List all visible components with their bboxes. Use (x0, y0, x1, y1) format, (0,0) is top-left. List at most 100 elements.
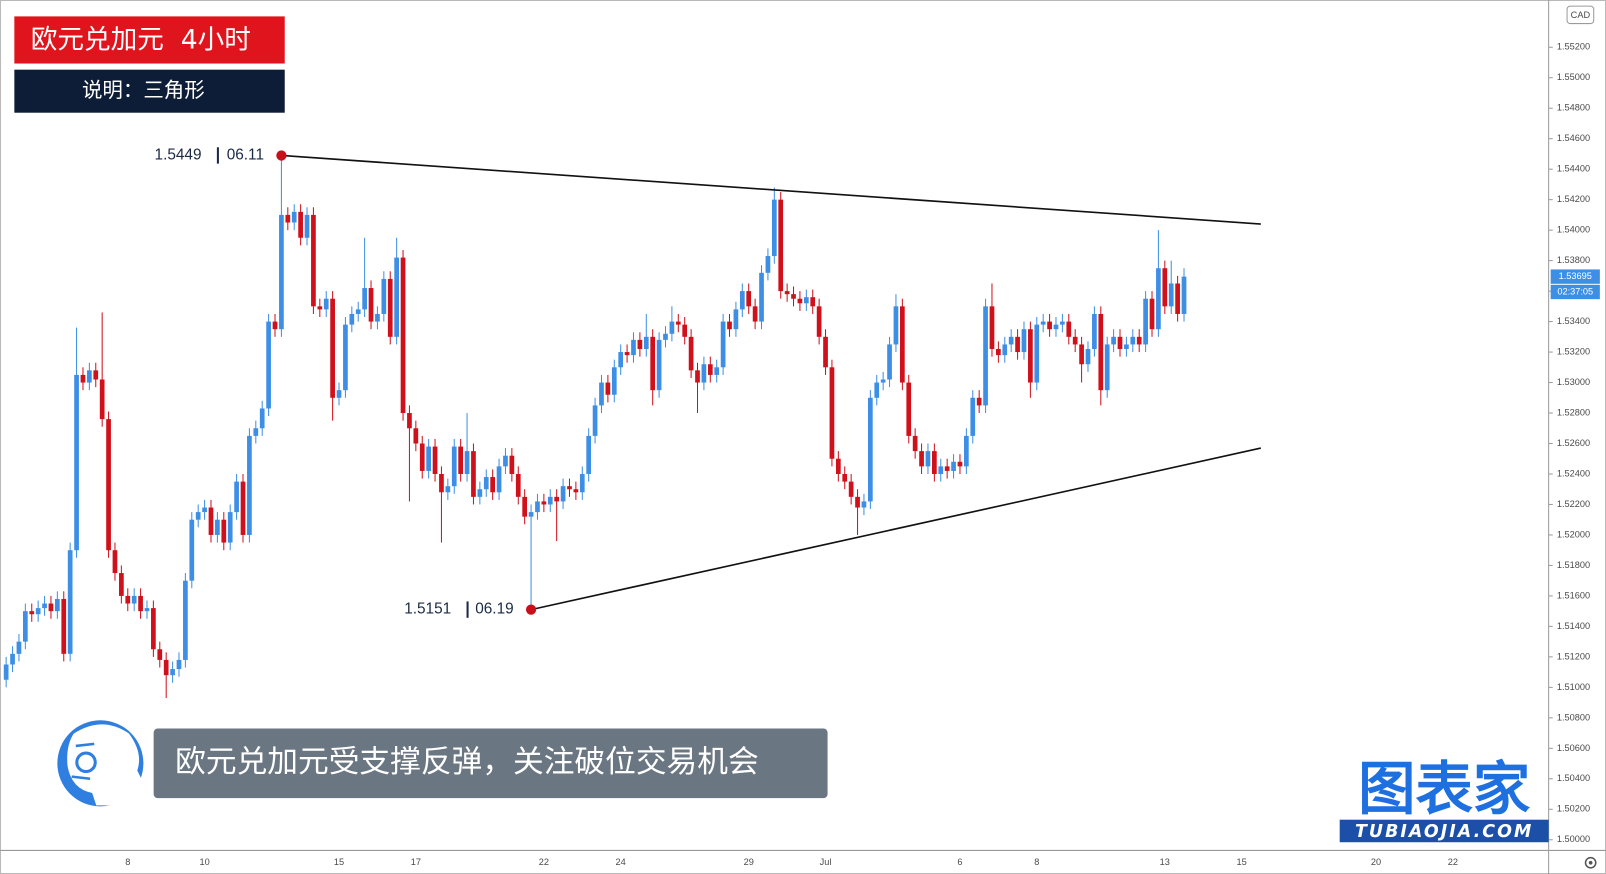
candle-body (1072, 336, 1078, 345)
x-tick-label: 15 (334, 857, 344, 867)
candle-body (61, 598, 67, 654)
candle-body (1149, 298, 1155, 330)
plot: 1.50000 1.50200 1.50400 1.50600 1.50800 1.510… (3, 42, 1600, 867)
candle-body (93, 370, 99, 380)
candle-body (458, 446, 464, 474)
candle-body (1015, 336, 1020, 353)
candle-body (119, 573, 124, 596)
candle-body (1047, 321, 1052, 330)
candle-body (413, 428, 419, 444)
candle-body (227, 512, 233, 543)
candle-body (823, 336, 828, 368)
candle-body (99, 379, 105, 420)
candle-body (16, 641, 22, 654)
candle-body (163, 659, 169, 676)
logo-icon (57, 720, 146, 807)
x-tick-label: 6 (957, 857, 962, 867)
x-tick-label: 29 (744, 857, 754, 867)
candle-body (573, 489, 579, 493)
candle-body (932, 451, 937, 474)
y-tick-label: 1.52200 (1557, 499, 1590, 509)
candle-body (944, 466, 950, 471)
candle-body (586, 435, 592, 474)
y-tick-label: 1.53800 (1557, 255, 1590, 265)
y-tick-label: 1.51400 (1557, 621, 1590, 631)
candle-body (477, 489, 483, 497)
candle-body (381, 278, 387, 314)
candle-body (765, 256, 771, 273)
candle-body (874, 382, 880, 398)
candle-body (1111, 336, 1116, 345)
candle-body (240, 481, 246, 535)
candle-body (464, 451, 470, 474)
currency: CAD (1571, 10, 1591, 20)
y-tick-label: 1.51000 (1557, 682, 1590, 692)
candle-body (387, 278, 393, 337)
candle-body (1021, 329, 1027, 353)
candle-body (304, 214, 310, 238)
candle-body (35, 608, 41, 615)
x-tick-label: 8 (125, 857, 130, 867)
candle-body (1156, 268, 1161, 330)
y-tick-label: 1.54400 (1557, 164, 1590, 174)
candle-body (375, 313, 380, 322)
candle-body (490, 477, 496, 493)
annotation-point (525, 604, 537, 615)
candle-body (701, 364, 707, 383)
logo-url: TUBIAOJIA.COM (1355, 822, 1533, 842)
candle-body (157, 649, 163, 660)
candle-body (183, 580, 188, 660)
candle-body (208, 507, 214, 535)
candle-body (285, 214, 291, 223)
candle-body (202, 507, 207, 513)
candle-body (3, 664, 9, 680)
logo-bar (1339, 819, 1549, 843)
y-tick-label: 1.53200 (1557, 346, 1590, 356)
candle-body (829, 367, 835, 459)
x-tick-label: 20 (1371, 857, 1381, 867)
candle-body (861, 501, 867, 508)
candle-body (752, 306, 758, 322)
candle-body (1066, 321, 1072, 337)
candle-body (291, 211, 297, 223)
candle-body (522, 496, 528, 517)
candle-body (1104, 344, 1110, 391)
candle-body (599, 382, 604, 406)
candle-body (400, 257, 406, 414)
subtitle-box (14, 69, 285, 113)
candle-body (784, 291, 790, 295)
candle-body (451, 446, 457, 487)
candle-body (368, 288, 374, 322)
y-tick-label: 1.53400 (1557, 316, 1590, 326)
candle-body (138, 595, 143, 612)
candle-body (925, 451, 931, 467)
annotation-value: 1.5151 (404, 601, 451, 618)
candle-body (771, 199, 777, 257)
candle-body (810, 297, 816, 307)
chart-title: 欧元兑加元 4小时 (31, 24, 251, 55)
candle-body (835, 458, 841, 474)
y-tick-label: 1.52600 (1557, 438, 1590, 448)
candle-body (419, 443, 425, 471)
y-tick-label: 1.54800 (1557, 103, 1590, 113)
candle-body (989, 306, 995, 350)
x-tick-label: 24 (616, 857, 626, 867)
candle-body (170, 669, 175, 676)
candle-body (234, 481, 239, 513)
candle-body (1168, 283, 1174, 307)
settings-icon[interactable] (1584, 856, 1597, 869)
candle-body (688, 336, 694, 371)
candle-body (906, 382, 912, 436)
candle-body (848, 481, 854, 497)
candle-body (938, 466, 944, 474)
candle-body (957, 461, 963, 467)
candle-body (1008, 336, 1014, 345)
candle-body (253, 428, 259, 436)
candle-body (1079, 344, 1084, 365)
caption: 欧元兑加元受支撑反弹，关注破位交易机会 (175, 744, 759, 780)
candle-body (919, 451, 924, 467)
candle-body (746, 291, 752, 307)
candle-body (471, 451, 476, 497)
